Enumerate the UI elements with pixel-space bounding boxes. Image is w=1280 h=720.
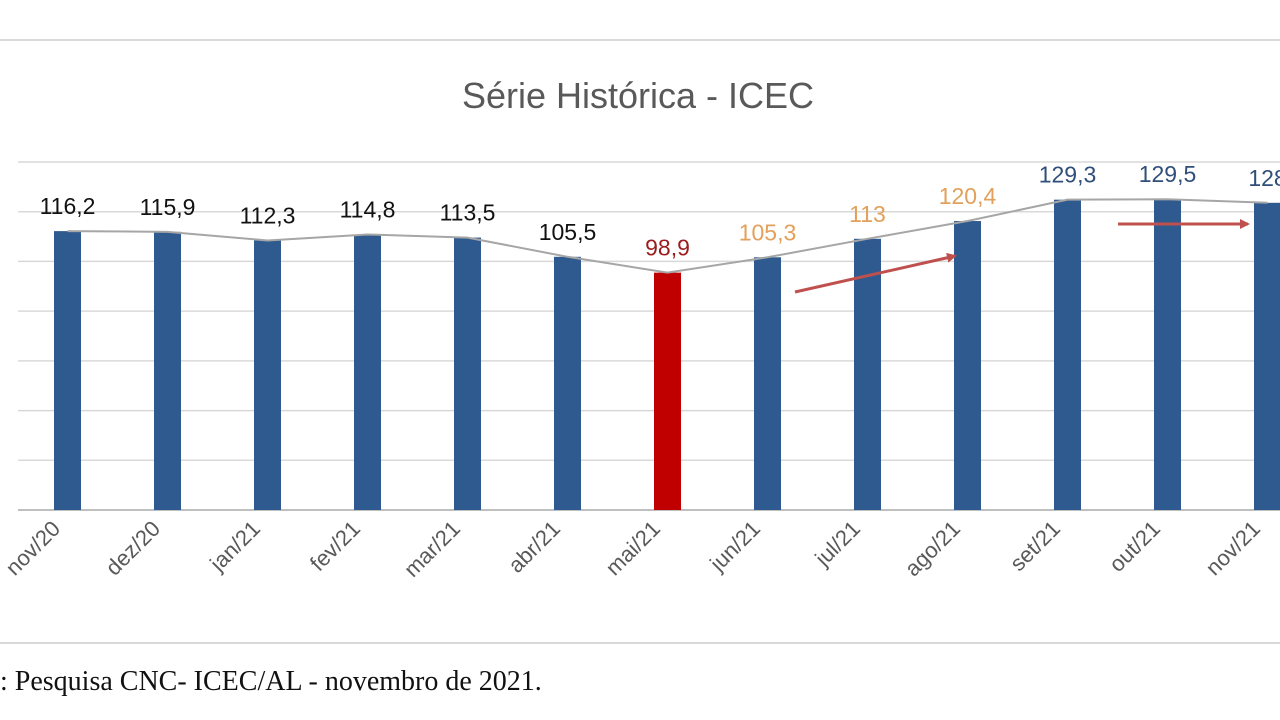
bar bbox=[254, 240, 281, 511]
x-tick-label: out/21 bbox=[1104, 516, 1165, 577]
bar bbox=[754, 257, 781, 510]
data-label: 129,3 bbox=[1039, 162, 1097, 188]
x-tick-label: set/21 bbox=[1005, 516, 1065, 576]
bar bbox=[1254, 202, 1280, 511]
x-tick-label: abr/21 bbox=[503, 516, 565, 578]
x-tick-label: nov/21 bbox=[1201, 516, 1265, 580]
data-label: 120,4 bbox=[939, 183, 997, 209]
bar bbox=[654, 272, 681, 510]
bar bbox=[454, 237, 481, 510]
bar bbox=[954, 221, 981, 511]
trend-up-arrow bbox=[794, 252, 957, 294]
x-tick-label: dez/20 bbox=[101, 516, 165, 580]
trend-line-group bbox=[67, 198, 1268, 274]
data-label: 129,5 bbox=[1139, 161, 1197, 187]
x-tick-label: jan/21 bbox=[204, 516, 265, 577]
data-label: 105,5 bbox=[539, 219, 597, 245]
x-tick-label: jun/21 bbox=[704, 516, 765, 577]
bars bbox=[54, 199, 1280, 511]
data-label: 116,2 bbox=[40, 193, 96, 219]
x-axis-ticks: nov/20 dez/20 jan/21 fev/21 mar/21 abr/21 mai/… bbox=[1, 516, 1265, 582]
data-label: 113,5 bbox=[440, 200, 496, 226]
x-tick-label: nov/20 bbox=[1, 516, 65, 580]
x-tick-label: jul/21 bbox=[809, 516, 865, 572]
data-label: 128 bbox=[1248, 165, 1280, 191]
bar bbox=[54, 231, 81, 510]
x-tick-label: mar/21 bbox=[399, 516, 465, 582]
annotation-arrows bbox=[794, 219, 1250, 294]
bar bbox=[854, 238, 881, 511]
data-label: 114,8 bbox=[340, 196, 396, 222]
data-label: 105,3 bbox=[739, 219, 797, 245]
x-tick-label: ago/21 bbox=[900, 516, 965, 581]
chart-title: Série Histórica - ICEC bbox=[462, 75, 814, 116]
x-tick-label: fev/21 bbox=[305, 516, 365, 576]
source-note: : Pesquisa CNC- ICEC/AL - novembro de 20… bbox=[0, 666, 542, 697]
bar bbox=[554, 256, 581, 510]
data-label: 113 bbox=[849, 201, 886, 227]
data-label: 115,9 bbox=[140, 194, 196, 220]
trend-line bbox=[67, 198, 1268, 274]
bar bbox=[154, 231, 181, 510]
x-tick-label: mai/21 bbox=[601, 516, 665, 580]
bar bbox=[1054, 199, 1081, 510]
gridlines bbox=[18, 161, 1280, 511]
data-labels: 116,2 115,9 112,3 114,8 113,5 105,5 98,9 105,3 1… bbox=[40, 161, 1280, 260]
data-label: 112,3 bbox=[240, 202, 296, 228]
bar bbox=[354, 234, 381, 511]
data-label: 98,9 bbox=[645, 235, 690, 261]
bar bbox=[1154, 199, 1181, 510]
